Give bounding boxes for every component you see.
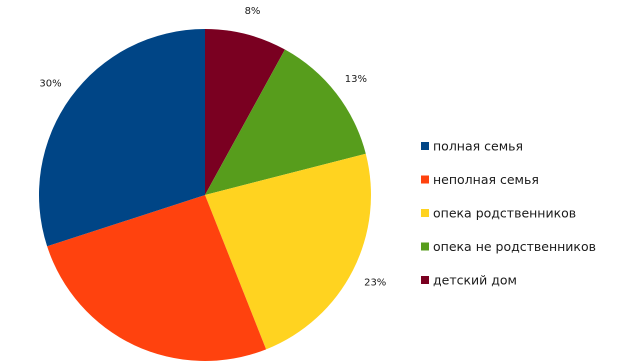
legend-item-label: полная семья bbox=[433, 139, 523, 154]
pie-slice-0 bbox=[205, 29, 285, 195]
legend-swatch bbox=[421, 209, 429, 217]
chart-legend: полная семья неполная семья опека родствен… bbox=[421, 139, 596, 288]
legend-item-label: опека родственников bbox=[433, 206, 576, 221]
pie-slice-2 bbox=[205, 153, 371, 350]
legend-item-label: неполная семья bbox=[433, 172, 539, 187]
legend-swatch bbox=[421, 142, 429, 150]
legend-swatch bbox=[421, 276, 429, 284]
legend-swatch bbox=[421, 242, 429, 251]
pie-value-label: 13% bbox=[345, 74, 367, 85]
pie-slice-4 bbox=[38, 29, 206, 247]
pie-slice-3 bbox=[47, 195, 267, 361]
pie-value-label: 23% bbox=[364, 278, 386, 289]
legend-item-label: детский дом bbox=[433, 273, 517, 288]
legend-swatch bbox=[421, 175, 429, 184]
pie-value-label: 30% bbox=[39, 79, 61, 90]
pie-value-label: 8% bbox=[245, 6, 261, 17]
pie-slices bbox=[38, 29, 371, 361]
pie-value-labels: 8%13%23%26%30% bbox=[39, 6, 386, 289]
legend-item-label: опека не родственников bbox=[433, 239, 596, 254]
pie-slice-1 bbox=[205, 49, 366, 195]
